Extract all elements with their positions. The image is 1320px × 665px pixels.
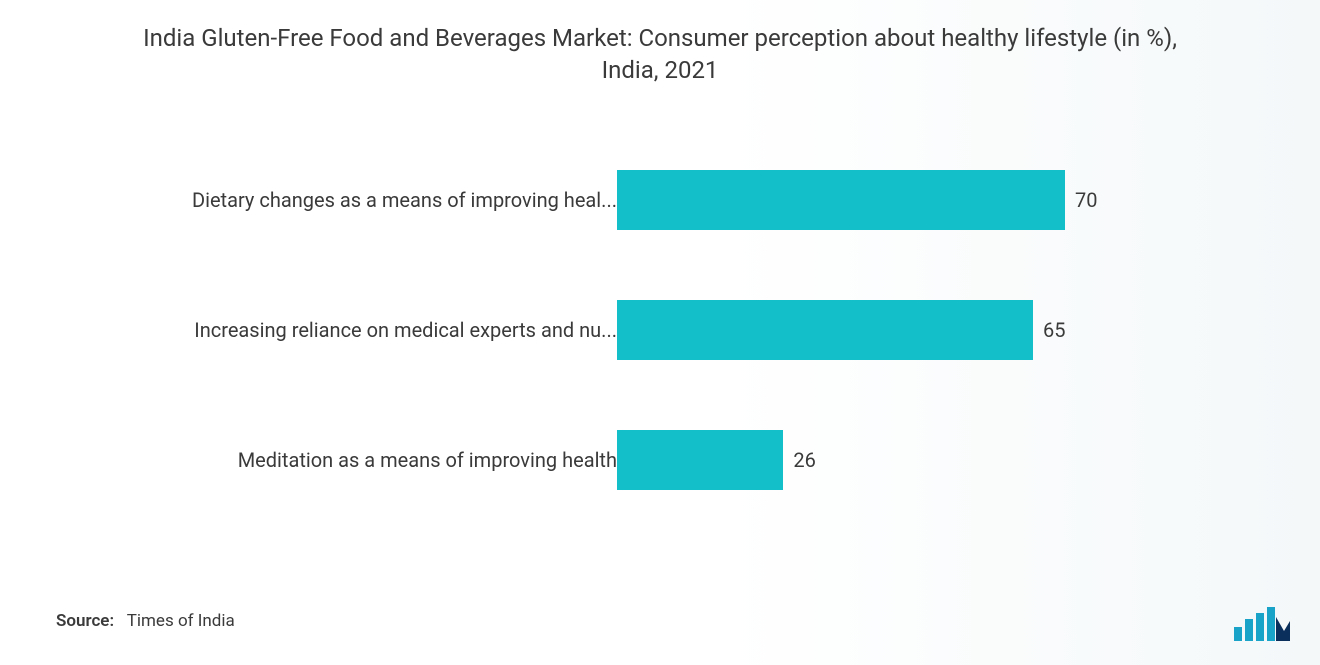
value-label: 65	[1043, 318, 1065, 342]
bar	[617, 170, 1065, 230]
chart-title: India Gluten-Free Food and Beverages Mar…	[0, 22, 1320, 87]
category-label: Increasing reliance on medical experts a…	[57, 318, 617, 342]
category-label: Dietary changes as a means of improving …	[57, 188, 617, 212]
bar-row: Meditation as a means of improving healt…	[0, 430, 1320, 490]
brand-logo-icon	[1234, 607, 1290, 641]
value-label: 26	[793, 448, 815, 472]
bar	[617, 430, 783, 490]
bar-row: Dietary changes as a means of improving …	[0, 170, 1320, 230]
chart-container: India Gluten-Free Food and Beverages Mar…	[0, 0, 1320, 665]
category-label: Meditation as a means of improving healt…	[57, 448, 617, 472]
bar	[617, 300, 1033, 360]
value-label: 70	[1075, 188, 1097, 212]
source-line: Source: Times of India	[56, 611, 235, 631]
source-text: Times of India	[127, 611, 235, 631]
source-prefix: Source:	[56, 611, 114, 631]
bar-row: Increasing reliance on medical experts a…	[0, 300, 1320, 360]
plot-area: Dietary changes as a means of improving …	[0, 140, 1320, 550]
